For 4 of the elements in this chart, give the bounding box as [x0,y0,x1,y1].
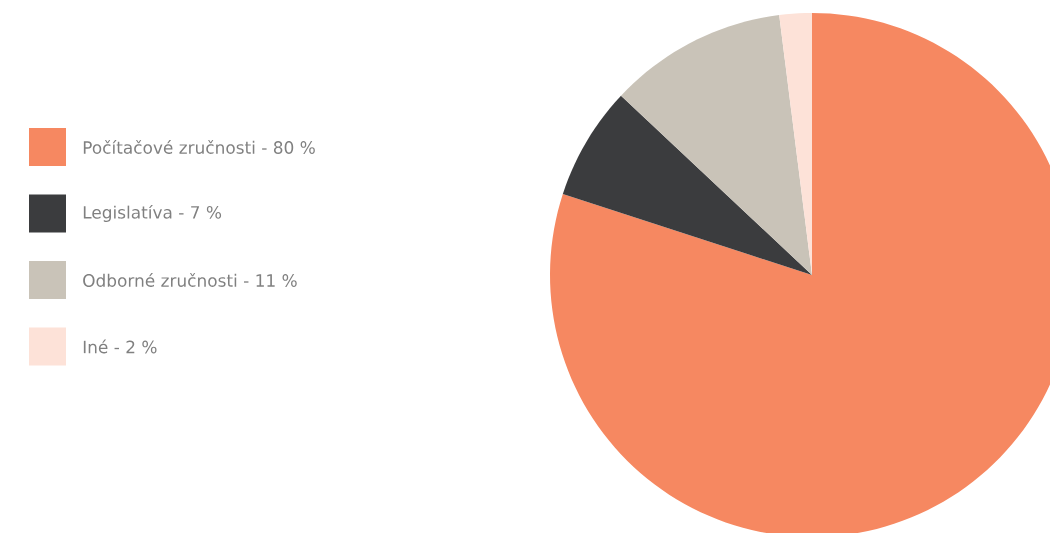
legend-label: Počítačové zručnosti - 80 % [83,140,315,154]
legend-label: Iné - 2 % [83,339,157,354]
legend-label: Odborné zručnosti - 11 % [83,273,297,287]
legend-label: Legislatíva - 7 % [83,204,222,223]
